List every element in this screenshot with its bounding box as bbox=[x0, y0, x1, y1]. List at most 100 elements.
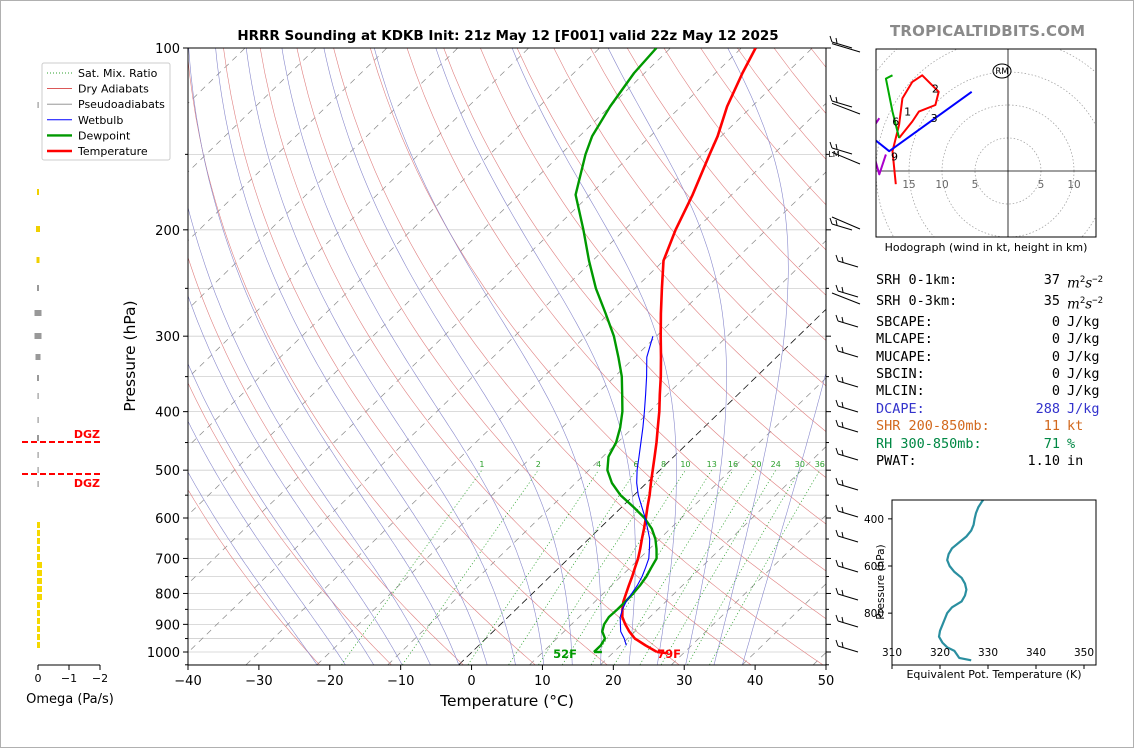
dry-adiabat-line bbox=[259, 48, 680, 665]
stat-unit: m2s−2 bbox=[1067, 295, 1104, 313]
wind-barb-staff bbox=[831, 102, 861, 115]
temperature-surface-tick bbox=[656, 650, 667, 655]
omega-bar bbox=[34, 310, 42, 316]
legend-label: Temperature bbox=[77, 145, 148, 158]
thetae-x-axis-label: Equivalent Pot. Temperature (K) bbox=[906, 668, 1081, 681]
stat-row: SHR 200-850mb: 11 kt bbox=[876, 418, 1126, 435]
wind-barb bbox=[835, 477, 859, 491]
omega-tick-label: −2 bbox=[92, 672, 108, 685]
omega-bar bbox=[37, 102, 39, 108]
stat-unit: J/kg bbox=[1067, 348, 1100, 365]
isotherm-line bbox=[600, 446, 826, 665]
omega-axis-label: Omega (Pa/s) bbox=[26, 692, 114, 707]
skewt-series bbox=[574, 48, 757, 654]
hodograph-plot: 15 10 5 5 10 1 2 3 6 9 RM bbox=[876, 49, 1096, 237]
skewt-background-lines bbox=[0, 48, 826, 665]
thetae-y-tick-label: 400 bbox=[864, 514, 884, 526]
thetae-frame bbox=[891, 499, 1097, 666]
isotherm-line bbox=[0, 48, 32, 665]
pseudoadiabat-line bbox=[281, 48, 545, 665]
wind-barb bbox=[835, 314, 859, 328]
pseudoadiabat-line bbox=[374, 48, 602, 665]
omega-tick-label: 0 bbox=[35, 672, 42, 685]
stat-value: 0 bbox=[1051, 331, 1060, 348]
stat-label: SHR 200-850mb: bbox=[876, 418, 990, 435]
wind-barb bbox=[835, 344, 859, 358]
series-dewpoint-line bbox=[574, 48, 658, 653]
mixing-ratio-label: 30 bbox=[795, 460, 805, 469]
y-tick-label: 1000 bbox=[147, 646, 180, 661]
stat-row: RH 300-850mb: 71% bbox=[876, 436, 1126, 453]
omega-bar bbox=[37, 610, 40, 616]
x-tick-label: −30 bbox=[245, 674, 272, 689]
series-wetbulb-line bbox=[619, 336, 654, 646]
omega-bar bbox=[37, 467, 39, 473]
stat-label: SBCIN: bbox=[876, 366, 925, 383]
thetae-y-axis-label: Pressure (hPa) bbox=[875, 544, 887, 619]
isotherm-line bbox=[188, 48, 388, 242]
thetae-y-tick-label: 800 bbox=[864, 608, 884, 620]
omega-bar bbox=[35, 354, 41, 360]
rm-label: RM bbox=[995, 67, 1008, 77]
omega-panel: 0 −1 −2 Omega (Pa/s) DGZ DGZ bbox=[22, 102, 114, 707]
pseudoadiabat-line bbox=[188, 471, 318, 665]
omega-bar bbox=[36, 226, 40, 232]
stat-label: RH 300-850mb: bbox=[876, 435, 982, 452]
omega-bar bbox=[37, 435, 39, 441]
legend-label: Wetbulb bbox=[78, 114, 123, 127]
mixing-ratio-label: 16 bbox=[728, 460, 738, 469]
stat-value: 288 bbox=[1035, 400, 1060, 417]
dgz-bottom-label: DGZ bbox=[74, 477, 100, 490]
stat-row: SBCAPE: 0 J/kg bbox=[876, 314, 1126, 331]
dry-adiabat-line bbox=[188, 256, 464, 665]
wind-barb bbox=[835, 614, 859, 628]
stat-row: PWAT: 1.10 in bbox=[876, 453, 1126, 470]
mixing-ratio-line bbox=[538, 470, 664, 665]
thetae-y-tick-label: 600 bbox=[864, 561, 884, 573]
stat-label: MUCAPE: bbox=[876, 348, 933, 365]
stat-label: MLCAPE: bbox=[876, 331, 933, 348]
thetae-x-tick-label: 320 bbox=[930, 647, 950, 659]
mixing-ratio-line bbox=[639, 470, 757, 665]
stat-value: 0 bbox=[1051, 348, 1060, 365]
stat-row: MLCAPE: 0 J/kg bbox=[876, 331, 1126, 348]
dry-adiabat-line bbox=[406, 48, 826, 572]
stat-value: 1.10 bbox=[1027, 453, 1060, 470]
stat-row: SBCIN: 0 J/kg bbox=[876, 366, 1126, 383]
hodograph-tick-label: 15 bbox=[902, 179, 915, 191]
mixing-ratio-label: 6 bbox=[634, 460, 639, 469]
hodograph-tick-label: 5 bbox=[1038, 179, 1045, 191]
stat-row: SRH 0-3km: 35 m2s−2 bbox=[876, 293, 1126, 314]
pseudoadiabat-line bbox=[188, 48, 460, 665]
omega-bar bbox=[37, 586, 42, 592]
wind-barb bbox=[829, 94, 853, 108]
wind-barb-staff bbox=[831, 216, 861, 230]
y-tick-label: 400 bbox=[155, 406, 180, 421]
hodograph-panel: 15 10 5 5 10 1 2 3 6 9 RM Hodograph (wind in kt, he… bbox=[875, 48, 1097, 254]
hodograph-trace bbox=[891, 74, 940, 185]
stat-unit: J/kg bbox=[1067, 366, 1100, 383]
wind-barb bbox=[835, 374, 859, 388]
isotherm-line bbox=[188, 48, 317, 173]
omega-bar bbox=[37, 522, 40, 528]
stat-label: SRH 0-1km: bbox=[876, 272, 958, 288]
wind-barb-staff bbox=[831, 43, 861, 53]
mixing-ratio-line bbox=[709, 470, 821, 665]
mixing-ratio-line bbox=[613, 470, 734, 665]
x-tick-label: 30 bbox=[676, 674, 693, 689]
stat-row: SRH 0-1km: 37 m2s−2 bbox=[876, 272, 1126, 293]
stat-value: 37 bbox=[1043, 272, 1060, 288]
y-tick-label: 800 bbox=[155, 587, 180, 602]
pseudoadiabat-line bbox=[188, 294, 403, 665]
omega-bar bbox=[37, 626, 40, 632]
x-tick-label: 0 bbox=[467, 674, 475, 689]
isotherm-line bbox=[188, 48, 742, 585]
dry-adiabat-line bbox=[480, 48, 826, 479]
wind-barbs bbox=[829, 35, 861, 653]
mixing-ratio-line bbox=[467, 470, 599, 665]
isotherm-line bbox=[188, 48, 459, 310]
mixing-ratio-line bbox=[687, 470, 801, 665]
skewt-frame bbox=[187, 47, 827, 666]
wind-barb bbox=[829, 35, 853, 49]
